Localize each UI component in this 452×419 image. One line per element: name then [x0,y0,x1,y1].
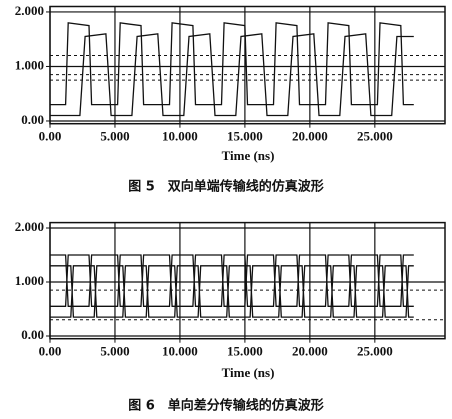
y-tick-label: 2.000 [15,219,44,234]
figure-caption: 图 5 双向单端传输线的仿真波形 [128,179,324,195]
x-axis-label: Time (ns) [222,365,275,380]
x-axis-label: Time (ns) [222,148,275,163]
x-tick-label: 5.000 [100,129,129,144]
waveform [50,22,414,106]
x-tick-label: 25.000 [357,344,393,359]
y-tick-label: 1.000 [15,57,44,72]
x-tick-label: 5.000 [100,344,129,359]
x-tick-label: 20.000 [292,344,328,359]
x-tick-label: 20.000 [292,129,328,144]
x-tick-label: 25.000 [357,129,393,144]
plot-frame [49,221,446,340]
y-tick-label: 1.000 [15,273,44,288]
x-tick-label: 15.000 [227,344,263,359]
waveform [50,254,414,307]
waveform [50,33,414,117]
y-tick-label: 0.00 [21,327,44,342]
waveform [50,265,414,318]
x-tick-label: 0.00 [39,129,62,144]
waveform [50,265,414,318]
figure-caption: 图 6 单向差分传输线的仿真波形 [128,398,324,414]
x-tick-label: 10.000 [162,129,198,144]
y-tick-label: 2.000 [15,3,44,18]
y-tick-label: 0.00 [21,112,44,127]
waveform [50,254,414,307]
x-tick-label: 15.000 [227,129,263,144]
x-tick-label: 10.000 [162,344,198,359]
x-tick-label: 0.00 [39,344,62,359]
